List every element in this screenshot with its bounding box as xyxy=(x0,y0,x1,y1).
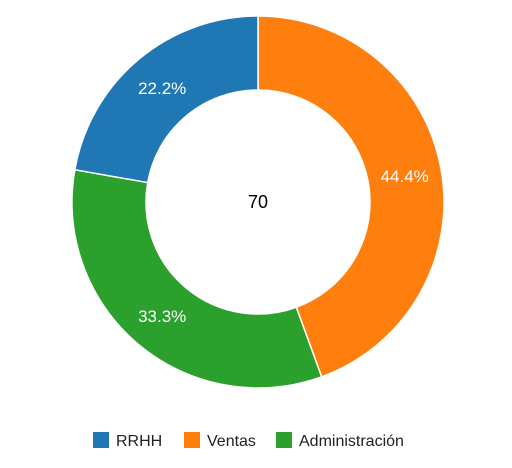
center-label: 70 xyxy=(248,192,268,212)
slice-labels: 44.4% 33.3% 22.2% xyxy=(138,79,429,326)
legend-label-ventas: Ventas xyxy=(207,433,256,450)
slice-label-administracion: 33.3% xyxy=(138,307,186,326)
legend-item-administracion[interactable]: Administración xyxy=(276,432,404,450)
legend-swatch-rrhh xyxy=(93,432,109,448)
legend-swatch-ventas xyxy=(184,432,200,448)
legend-label-administracion: Administración xyxy=(299,433,404,450)
slice-administracion xyxy=(71,168,323,389)
legend: RRHH Ventas Administración xyxy=(93,432,404,450)
slice-label-ventas: 44.4% xyxy=(381,167,429,186)
legend-label-rrhh: RRHH xyxy=(116,433,162,450)
legend-item-rrhh[interactable]: RRHH xyxy=(93,432,162,450)
slice-label-rrhh: 22.2% xyxy=(138,79,186,98)
slice-ventas xyxy=(257,15,445,378)
legend-item-ventas[interactable]: Ventas xyxy=(184,432,256,450)
slice-rrhh xyxy=(73,15,259,184)
donut-slices xyxy=(71,15,445,389)
legend-swatch-administracion xyxy=(276,432,292,448)
